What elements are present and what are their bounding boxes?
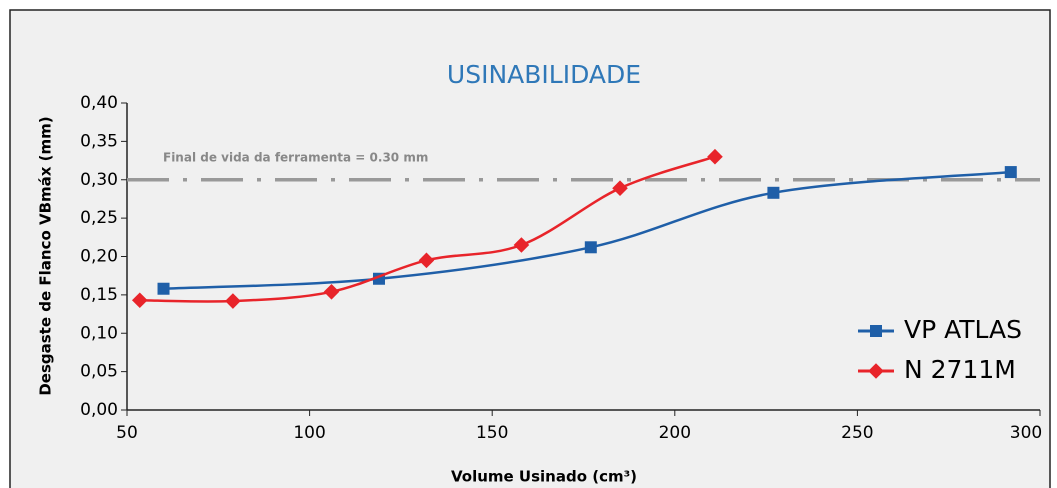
y-tick-label: 0,40 — [80, 93, 118, 113]
x-axis-label: Volume Usinado (cm³) — [451, 468, 637, 486]
x-tick-label: 50 — [116, 423, 138, 443]
y-tick-label: 0,10 — [80, 323, 118, 343]
y-tick-label: 0,20 — [80, 247, 118, 267]
marker — [612, 180, 628, 196]
marker — [767, 186, 780, 199]
marker — [1004, 166, 1017, 179]
frame — [9, 9, 1051, 488]
marker — [707, 148, 723, 165]
y-tick-label: 0,35 — [80, 131, 118, 151]
x-tick-label: 150 — [476, 423, 508, 443]
y-tick-label: 0,15 — [80, 285, 118, 305]
marker — [584, 241, 597, 254]
marker — [131, 292, 148, 309]
marker — [225, 293, 241, 309]
y-tick-label: 0,00 — [80, 400, 118, 420]
legend-label: N 2711M — [904, 355, 1016, 384]
marker — [870, 325, 882, 337]
marker — [868, 363, 884, 379]
y-tick-label: 0,30 — [80, 170, 118, 190]
threshold-label: Final de vida da ferramenta = 0.30 mm — [163, 150, 428, 164]
y-tick-label: 0,05 — [80, 362, 118, 382]
x-tick-label: 300 — [1010, 423, 1042, 443]
legend-label: VP ATLAS — [904, 315, 1022, 344]
x-tick-label: 250 — [841, 423, 873, 443]
y-tick-label: 0,25 — [80, 208, 118, 228]
marker — [157, 282, 170, 295]
chart-title: USINABILIDADE — [447, 60, 641, 89]
x-tick-label: 100 — [293, 423, 325, 443]
marker — [418, 252, 435, 269]
marker — [323, 284, 340, 300]
y-axis-label: Desgaste de Flanco VBmáx (mm) — [37, 116, 55, 395]
x-tick-label: 200 — [659, 423, 691, 443]
marker — [513, 237, 530, 253]
